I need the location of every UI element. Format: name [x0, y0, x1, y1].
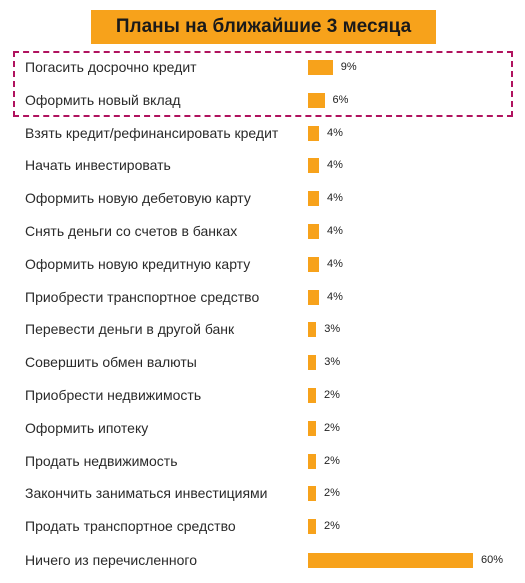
category-label: Оформить ипотеку — [25, 419, 149, 436]
bar-row: Продать недвижимость 2% — [0, 445, 525, 478]
bar — [308, 553, 473, 568]
bar-row: Оформить новую кредитную карту 4% — [0, 248, 525, 281]
bar-row: Снять деньги со счетов в банках 4% — [0, 215, 525, 248]
category-label: Закончить заниматься инвестициями — [25, 485, 268, 502]
value-label: 60% — [481, 554, 504, 566]
category-label: Оформить новую кредитную карту — [25, 255, 251, 272]
category-label: Совершить обмен валюты — [25, 354, 197, 371]
bar — [308, 486, 316, 502]
bar-row: Приобрести транспортное средство 4% — [0, 281, 525, 314]
category-label: Снять деньги со счетов в банках — [25, 223, 238, 239]
bar — [308, 158, 319, 174]
bar — [308, 519, 316, 535]
bar — [308, 191, 319, 207]
category-label: Приобрести транспортное средство — [25, 288, 260, 305]
bar — [308, 224, 319, 239]
bar-row: Закончить заниматься инвестициями 2% — [0, 477, 525, 510]
bar-row: Совершить обмен валюты 3% — [0, 346, 525, 379]
bar-row: Продать транспортное средство 2% — [0, 510, 525, 543]
category-label: Перевести деньги в другой банк — [25, 321, 235, 338]
category-label: Ничего из перечисленного — [25, 552, 197, 568]
bar-row: Оформить новый вклад 6% — [0, 84, 525, 117]
bar-row: Начать инвестировать 4% — [0, 149, 525, 182]
bar-row: Оформить ипотеку 2% — [0, 412, 525, 445]
value-label: 4% — [327, 257, 343, 270]
value-label: 4% — [327, 159, 343, 172]
category-label: Оформить новую дебетовую карту — [25, 190, 251, 207]
category-label: Приобрести недвижимость — [25, 387, 202, 403]
category-label: Начать инвестировать — [25, 157, 171, 174]
value-label: 4% — [327, 225, 343, 237]
chart-title: Планы на ближайшие 3 месяца — [115, 16, 412, 37]
bar — [308, 60, 333, 75]
chart-title-box: Планы на ближайшие 3 месяца — [91, 10, 436, 44]
bar-row: Взять кредит/рефинансировать кредит 4% — [0, 117, 525, 150]
category-label: Взять кредит/рефинансировать кредит — [25, 124, 279, 141]
category-label: Оформить новый вклад — [25, 91, 181, 108]
value-label: 2% — [324, 487, 340, 500]
value-label: 4% — [327, 192, 343, 205]
bar-row: Перевести деньги в другой банк 3% — [0, 313, 525, 346]
value-label: 2% — [324, 520, 340, 533]
bar-row: Ничего из перечисленного 60% — [0, 544, 525, 577]
bar — [308, 289, 319, 305]
value-label: 9% — [340, 61, 357, 73]
value-label: 3% — [324, 356, 341, 369]
bar — [308, 355, 317, 371]
value-label: 2% — [324, 421, 340, 434]
value-label: 6% — [332, 93, 349, 106]
bar — [308, 92, 325, 108]
bar-row: Погасить досрочно кредит 9% — [0, 51, 525, 84]
value-label: 4% — [327, 290, 343, 303]
bar — [308, 388, 316, 403]
bar — [308, 453, 316, 469]
category-label: Погасить досрочно кредит — [25, 59, 197, 75]
category-label: Продать транспортное средство — [25, 518, 236, 535]
bar-row: Оформить новую дебетовую карту 4% — [0, 182, 525, 215]
value-label: 2% — [324, 389, 340, 401]
highlight-frame — [13, 51, 513, 117]
bar — [308, 256, 319, 272]
bar-row: Приобрести недвижимость 2% — [0, 379, 525, 412]
value-label: 3% — [324, 323, 341, 336]
value-label: 2% — [324, 454, 340, 467]
bar — [308, 125, 319, 141]
bar — [308, 322, 317, 338]
value-label: 4% — [327, 126, 343, 139]
bar — [308, 420, 316, 436]
category-label: Продать недвижимость — [25, 452, 178, 469]
